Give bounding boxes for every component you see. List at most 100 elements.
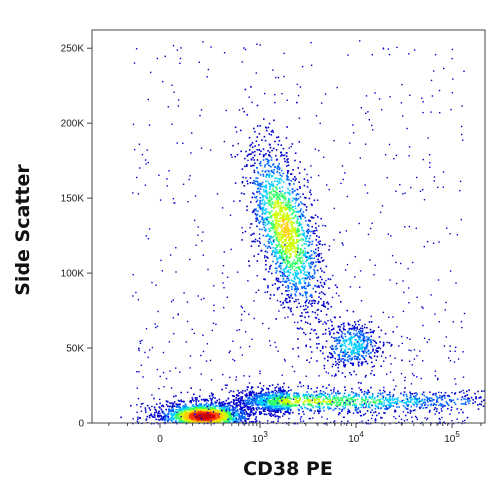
event-dot (298, 398, 301, 400)
event-dot (213, 415, 216, 417)
event-dot (262, 400, 265, 403)
event-dot (335, 337, 337, 339)
event-dot (265, 129, 268, 132)
event-dot (308, 257, 311, 260)
event-dot (295, 234, 298, 237)
event-dot (284, 268, 287, 270)
event-dot (271, 197, 273, 200)
event-dot (257, 396, 260, 398)
event-dot (329, 400, 331, 402)
event-dot (265, 212, 267, 214)
event-dot (298, 268, 300, 271)
event-dot (170, 414, 173, 416)
event-dot (256, 199, 259, 202)
event-dot (298, 328, 300, 330)
event-dot (302, 263, 305, 265)
event-dot (270, 156, 273, 159)
event-dot (281, 194, 283, 196)
event-dot (246, 413, 248, 415)
event-dot (272, 147, 275, 150)
event-dot (286, 393, 288, 396)
event-dot (269, 222, 271, 225)
event-dot (298, 267, 300, 270)
event-dot (215, 404, 218, 407)
event-dot (254, 395, 256, 397)
event-dot (304, 291, 306, 293)
event-dot (246, 205, 248, 208)
event-dot (269, 183, 272, 186)
event-dot (354, 408, 357, 411)
event-dot (250, 400, 253, 403)
event-dot (199, 420, 202, 423)
event-dot (313, 329, 315, 332)
event-dot (421, 398, 424, 401)
event-dot (306, 322, 309, 324)
event-dot (251, 409, 253, 412)
event-dot (312, 217, 315, 219)
event-dot (475, 397, 477, 400)
event-dot (173, 395, 175, 398)
event-dot (265, 186, 268, 189)
event-dot (272, 251, 274, 253)
event-dot (234, 419, 237, 421)
event-dot (298, 223, 301, 225)
event-dot (344, 396, 347, 399)
event-dot (193, 419, 196, 422)
event-dot (307, 240, 310, 243)
event-dot (348, 410, 350, 412)
event-dot (200, 409, 202, 411)
event-dot (223, 417, 225, 419)
event-dot (258, 237, 261, 240)
event-dot (327, 308, 329, 310)
event-dot (243, 417, 246, 420)
event-dot (278, 389, 280, 392)
event-dot (344, 365, 346, 368)
event-dot (371, 395, 374, 398)
event-dot (314, 264, 317, 267)
event-dot (435, 392, 437, 395)
event-dot (287, 399, 290, 402)
event-dot (276, 402, 278, 404)
event-dot (211, 413, 214, 415)
event-dot (362, 336, 365, 339)
event-dot (277, 280, 279, 282)
event-dot (285, 402, 287, 405)
event-dot (319, 281, 322, 284)
event-dot (430, 397, 433, 400)
event-dot (377, 399, 379, 401)
event-dot (296, 230, 299, 233)
event-dot (332, 409, 335, 411)
event-dot (341, 397, 344, 399)
event-dot (278, 194, 280, 196)
event-dot (310, 351, 313, 353)
event-dot (161, 405, 163, 407)
event-dot (283, 407, 286, 410)
event-dot (291, 404, 294, 407)
event-dot (285, 216, 287, 218)
event-dot (285, 392, 288, 395)
event-dot (275, 222, 278, 224)
event-dot (242, 406, 245, 408)
event-dot (283, 215, 286, 217)
event-dot (258, 144, 260, 146)
event-dot (316, 253, 319, 256)
event-dot (318, 254, 321, 257)
event-dot (266, 387, 268, 390)
event-dot (336, 286, 338, 289)
event-dot (311, 225, 313, 228)
event-dot (356, 353, 359, 355)
event-dot (185, 406, 188, 408)
event-dot (292, 239, 294, 242)
event-dot (301, 277, 303, 280)
event-dot (255, 416, 258, 418)
event-dot (265, 413, 268, 416)
event-dot (298, 141, 301, 143)
event-dot (297, 272, 300, 275)
event-dot (261, 193, 263, 196)
event-dot (283, 259, 286, 262)
event-dot (257, 188, 259, 190)
event-dot (224, 403, 226, 405)
event-dot (363, 390, 366, 393)
event-dot (318, 286, 320, 288)
event-dot (472, 399, 474, 401)
